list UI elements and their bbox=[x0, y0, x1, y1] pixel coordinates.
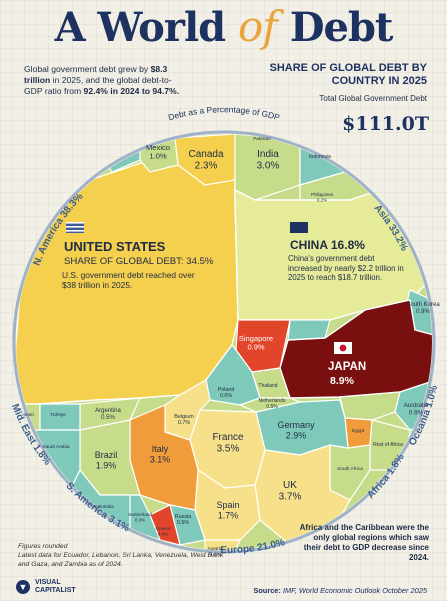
cell-label-mexico: Mexico 1.0% bbox=[146, 143, 170, 161]
japan-flag-circle bbox=[339, 344, 347, 352]
us-flag-stripe bbox=[66, 226, 84, 228]
cell-label-indonesia: Indonesia bbox=[309, 154, 331, 160]
figures-rounded: Figures rounded bbox=[18, 543, 68, 550]
page-title: A World of Debt bbox=[54, 2, 394, 51]
total-debt-value: $111.0T bbox=[342, 113, 429, 135]
cell-labels: Canada 2.3% Mexico 1.0% India 3.0% South Korea… bbox=[22, 136, 440, 558]
cell-label-uk: UK 3.7% bbox=[279, 480, 302, 503]
logo-word-1: VISUAL bbox=[34, 579, 61, 586]
us-note: U.S. government debt reached over $38 tr… bbox=[62, 270, 195, 290]
cell-label-pakistan: Pakistan bbox=[253, 136, 271, 141]
cell-poland bbox=[205, 344, 261, 406]
us-name: UNITED STATES bbox=[64, 239, 166, 254]
japan-annotation: JAPAN 8.9% bbox=[328, 342, 366, 387]
footnote: Figures rounded Latest data for Ecuador,… bbox=[18, 542, 228, 569]
logo: ▼ VISUAL CAPITALIST bbox=[16, 579, 76, 594]
cell-austria bbox=[204, 539, 241, 550]
legend-title: Debt as a Percentage of GDP bbox=[167, 104, 281, 122]
latest-data-note: Latest data for Ecuador, Lebanon, Sri La… bbox=[18, 552, 224, 568]
intro-text: Global government debt grew by $8.3 tril… bbox=[24, 64, 180, 96]
china-name: CHINA 16.8% bbox=[290, 238, 365, 252]
japan-name: JAPAN bbox=[328, 361, 366, 373]
logo-mark-icon: ▼ bbox=[16, 579, 30, 594]
cell-asia-small-3 bbox=[287, 319, 331, 341]
total-debt-label: Total Global Government Debt bbox=[319, 94, 427, 103]
japan-share: 8.9% bbox=[330, 375, 355, 387]
cell-label-israel: Israel bbox=[22, 412, 33, 417]
cell-label-poland: Poland 0.6% bbox=[218, 387, 235, 399]
cell-label-italy: Italy 3.1% bbox=[150, 444, 171, 464]
logo-word-2: CAPITALIST bbox=[34, 586, 76, 594]
cell-label-france: France 3.5% bbox=[212, 432, 244, 455]
outer-ring bbox=[12, 130, 436, 554]
cell-label-brazil: Brazil 1.9% bbox=[95, 450, 118, 470]
africa-note: Africa and the Caribbean were the only g… bbox=[299, 523, 429, 562]
cell-label-philippines: Philippines 0.2% bbox=[311, 192, 334, 202]
cell-label-australia: Australia 0.9% bbox=[404, 402, 429, 416]
cell-label-south-korea: South Korea 0.9% bbox=[406, 302, 440, 315]
cell-label-colombia: Colombia bbox=[94, 504, 114, 509]
china-note: China's government debt increased by nea… bbox=[288, 254, 404, 283]
cell-label-t-rkiye: Türkiye bbox=[50, 412, 66, 418]
source-label: Source: bbox=[253, 586, 281, 595]
cell-label-rest-of-africa: Rest of Africa bbox=[373, 442, 403, 448]
cell-canada bbox=[174, 134, 236, 186]
cell-label-singapore: Singapore 0.9% bbox=[239, 334, 273, 352]
cell-label-thailand: Thailand bbox=[258, 383, 277, 389]
us-annotation: UNITED STATES SHARE OF GLOBAL DEBT: 34.5… bbox=[62, 222, 214, 290]
cell-label-canada: Canada 2.3% bbox=[188, 149, 223, 172]
us-note-box: U.S. government debt reached over $38 tr… bbox=[62, 270, 195, 290]
cell-label-belgium: Belgium 0.7% bbox=[174, 414, 194, 426]
cell-label-egypt: Egypt bbox=[352, 428, 365, 434]
cell-label-russia: Russia 0.5% bbox=[175, 514, 191, 526]
cell-label-netherlands: Netherlands 0.5% bbox=[259, 398, 286, 410]
cell-label-south-africa: South Africa bbox=[337, 466, 363, 472]
cell-label-austria: Austria 0.4% bbox=[208, 546, 223, 558]
logo-text: VISUAL CAPITALIST bbox=[35, 579, 76, 594]
us-flag-stripe bbox=[66, 222, 84, 224]
cell-label-saudi-arabia: Saudi Arabia bbox=[42, 444, 70, 450]
cell-label-switzerland: Switzerland 0.3% bbox=[128, 512, 152, 522]
china-annotation: CHINA 16.8% China's government debt incr… bbox=[288, 222, 404, 283]
chart-subtitle: SHARE OF GLOBAL DEBT BY COUNTRY IN 2025 bbox=[269, 62, 427, 87]
cell-label-india: India 3.0% bbox=[257, 149, 280, 172]
china-flag-icon bbox=[290, 222, 308, 233]
cell-label-greece: Greece 0.4% bbox=[155, 526, 171, 536]
us-share: SHARE OF GLOBAL DEBT: 34.5% bbox=[64, 256, 214, 267]
cell-netherlands bbox=[238, 397, 303, 413]
cell-label-argentina: Argentina 0.5% bbox=[95, 408, 121, 421]
source: Source: IMF, World Economic Outlook Octo… bbox=[253, 586, 427, 595]
china-note-box: China's government debt increased by nea… bbox=[288, 254, 404, 283]
cell-label-germany: Germany 2.9% bbox=[277, 420, 315, 440]
cell-label-spain: Spain 1.7% bbox=[216, 500, 239, 520]
source-text: IMF, World Economic Outlook October 2025 bbox=[282, 586, 427, 595]
us-flag-stripe bbox=[66, 230, 84, 232]
